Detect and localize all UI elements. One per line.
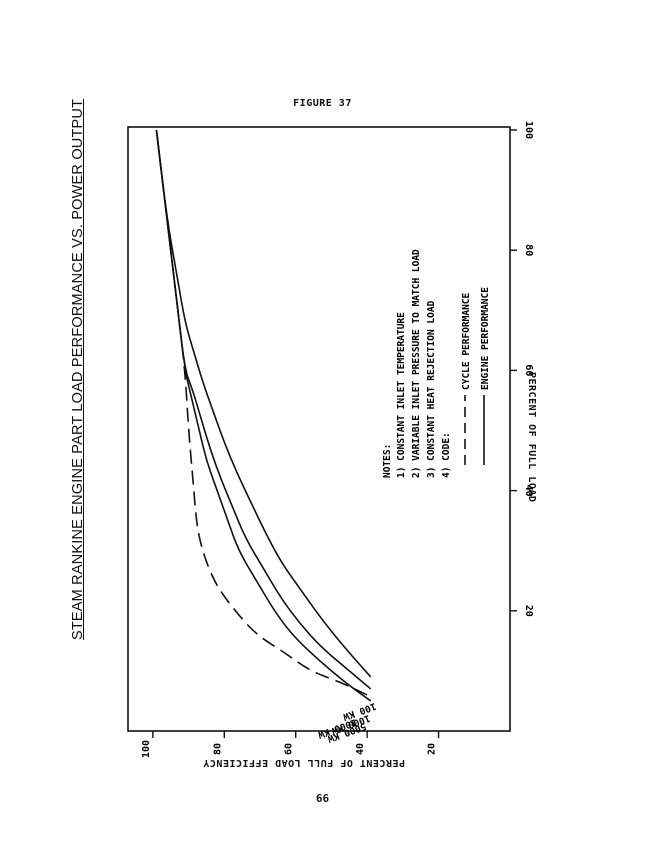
plot-frame bbox=[127, 126, 511, 732]
y-tick-label: 100 bbox=[141, 740, 152, 758]
page-number: 66 bbox=[315, 792, 330, 805]
y-tick-label: 60 bbox=[284, 743, 295, 755]
x-tick-label: 40 bbox=[523, 485, 534, 497]
note-item: 4) CODE: bbox=[441, 432, 452, 478]
series-line-0 bbox=[155, 129, 368, 696]
y-tick-label: 40 bbox=[355, 743, 366, 755]
legend-engine-label: ENGINE PERFORMANCE bbox=[480, 287, 491, 390]
x-tick-label: 60 bbox=[523, 364, 534, 376]
x-tick-label: 80 bbox=[523, 244, 534, 256]
x-tick-label: 100 bbox=[523, 121, 534, 139]
series-line-1 bbox=[155, 129, 372, 702]
note-item: 1) CONSTANT INLET TEMPERATURE bbox=[396, 312, 407, 478]
notes-heading: NOTES: bbox=[382, 444, 393, 478]
legend-cycle-label: CYCLE PERFORMANCE bbox=[461, 292, 472, 390]
y-tick-label: 20 bbox=[427, 743, 438, 755]
y-tick-label: 80 bbox=[212, 743, 223, 755]
note-item: 2) VARIABLE INLET PRESSURE TO MATCH LOAD bbox=[411, 249, 422, 478]
x-tick-label: 20 bbox=[523, 605, 534, 617]
series-line-3 bbox=[155, 129, 372, 678]
note-item: 3) CONSTANT HEAT REJECTION LOAD bbox=[426, 300, 437, 478]
figure-label: FIGURE 37 bbox=[293, 98, 352, 109]
series-line-2 bbox=[155, 129, 372, 690]
